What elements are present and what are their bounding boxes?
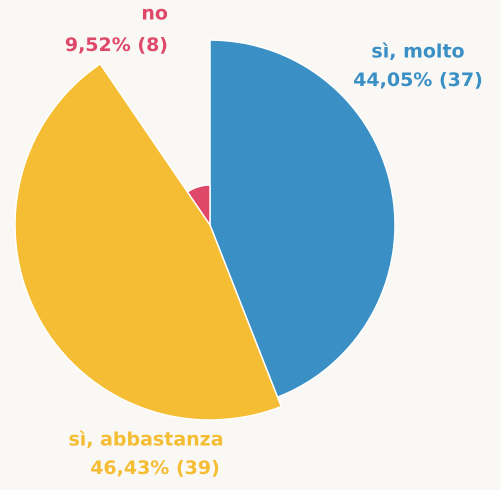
slice-label: no [141,3,168,25]
count-label: (39) [176,457,220,479]
slice-label: sì, molto [371,41,464,63]
count-label: (8) [137,34,168,56]
slice-value-label: 9,52% (8) [65,34,168,56]
value-label: 9,52% [65,34,131,56]
slice-value-label: 44,05% (37) [353,69,483,91]
pie-slice [186,184,211,228]
count-label: (37) [439,69,483,91]
slice-value-label: 46,43% (39) [90,457,220,479]
value-label: 44,05% [353,69,432,91]
value-label: 46,43% [90,457,169,479]
pie-slice [209,39,396,399]
pie-slice [14,62,283,421]
slice-label: sì, abbastanza [68,429,223,451]
